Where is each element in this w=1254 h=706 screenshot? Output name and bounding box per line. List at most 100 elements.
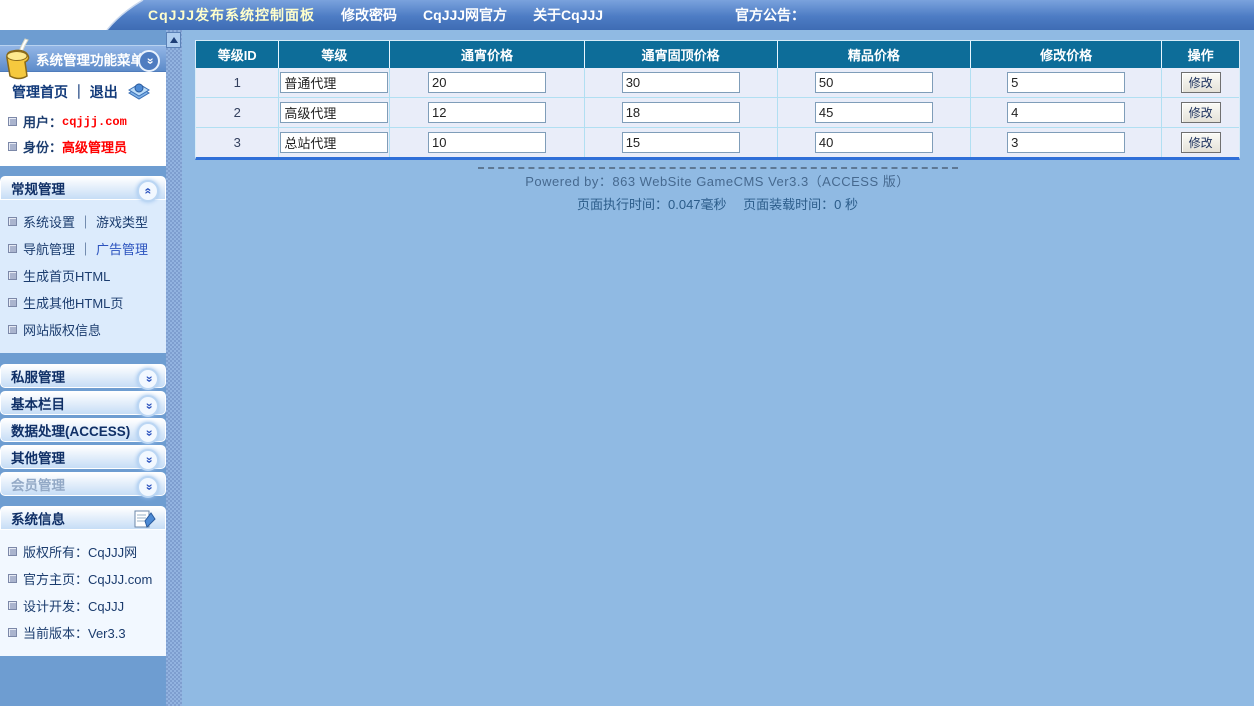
page-timing-text: 页面执行时间：0.047毫秒 页面装载时间：0 秒 [577, 197, 858, 212]
powered-by-text: Powered by：863 WebSite GameCMS Ver3.3（AC… [525, 174, 910, 189]
announcement-label: 官方公告： [735, 7, 805, 23]
chevron-down-icon[interactable]: « [138, 50, 160, 72]
modify-price-input[interactable] [1007, 132, 1126, 153]
designed-by-text: 设计开发：CqJJJ [23, 599, 125, 614]
modify-button[interactable]: 修改 [1180, 132, 1221, 153]
home-separator: ｜ [71, 84, 86, 100]
game-type-link[interactable]: 游戏类型 [96, 215, 149, 230]
section-title: 其他管理 [11, 451, 65, 466]
sidebar-item-generate-home: 生成首页HTML [8, 262, 166, 289]
general-item-list: 系统设置 ｜ 游戏类型 导航管理 ｜ 广告管理 生成首页HTML 生成其他HTM… [0, 200, 166, 353]
sidebar-item-nav-ad: 导航管理 ｜ 广告管理 [8, 235, 166, 262]
section-title: 常规管理 [11, 182, 65, 197]
copyright-owner-text: 版权所有：CqJJJ网 [23, 545, 138, 560]
generate-other-html-link[interactable]: 生成其他HTML页 [23, 296, 124, 311]
topbar: CqJJJ发布系统控制面板 修改密码 CqJJJ网官方 关于CqJJJ 官方公告… [0, 0, 1254, 31]
home-row: 管理首页 ｜ 退出 [6, 77, 160, 109]
bullet-icon [8, 271, 17, 280]
sidebar-section-general[interactable]: 常规管理 « [0, 176, 166, 202]
sysinfo-item: 版权所有：CqJJJ网 [8, 538, 166, 565]
table-header-row: 等级ID 等级 通宵价格 通宵固顶价格 精品价格 修改价格 操作 [196, 41, 1239, 68]
sidebar: 系统管理功能菜单 « 管理首页 ｜ 退出 用户： cqjjj.com 身份： 高… [0, 30, 166, 706]
dashed-divider [477, 167, 958, 169]
logo-swoosh [0, 0, 144, 30]
scroll-up-button[interactable] [166, 32, 181, 48]
overnight-price-input[interactable] [427, 102, 546, 123]
col-header-premium-price: 精品价格 [776, 41, 971, 68]
table-row: 1 修改 [196, 68, 1239, 97]
topbar-official-site[interactable]: CqJJJ网官方 [423, 7, 508, 23]
main-content: 等级ID 等级 通宵价格 通宵固顶价格 精品价格 修改价格 操作 1 修改 2 [182, 30, 1254, 706]
overnight-price-input[interactable] [427, 132, 546, 153]
bullet-icon [8, 244, 17, 253]
table-row: 3 修改 [196, 127, 1239, 157]
agent-price-table: 等级ID 等级 通宵价格 通宵固顶价格 精品价格 修改价格 操作 1 修改 2 [195, 40, 1240, 160]
grade-name-input[interactable] [280, 102, 389, 123]
sidebar-section-sysinfo[interactable]: 系统信息 [0, 506, 166, 530]
sidebar-menu-title: 系统管理功能菜单 [36, 52, 144, 68]
sidebar-section-other[interactable]: 其他管理 « [0, 445, 166, 471]
system-settings-link[interactable]: 系统设置 [23, 215, 76, 230]
chevron-down-icon[interactable]: « [137, 476, 159, 498]
bullet-icon [8, 325, 17, 334]
generate-home-html-link[interactable]: 生成首页HTML [23, 269, 111, 284]
overnight-price-input[interactable] [427, 72, 546, 93]
modify-price-input[interactable] [1007, 72, 1126, 93]
bullet-icon [8, 217, 17, 226]
overnight-pinned-price-input[interactable] [621, 102, 740, 123]
chevron-down-icon[interactable]: « [137, 368, 159, 390]
grade-id-cell: 3 [196, 127, 279, 157]
sidebar-section-data-access[interactable]: 数据处理(ACCESS) « [0, 418, 166, 444]
grade-name-input[interactable] [280, 132, 389, 153]
modify-price-input[interactable] [1007, 102, 1126, 123]
topbar-change-password[interactable]: 修改密码 [341, 7, 398, 23]
grade-name-input[interactable] [280, 72, 389, 93]
sidebar-scrollbar-track[interactable] [166, 30, 182, 706]
premium-price-input[interactable] [814, 132, 933, 153]
official-homepage-text: 官方主页：CqJJJ.com [23, 572, 153, 587]
col-header-overnight-price: 通宵价格 [389, 41, 584, 68]
footer: Powered by：863 WebSite GameCMS Ver3.3（AC… [195, 167, 1240, 213]
sysinfo-item: 设计开发：CqJJJ [8, 592, 166, 619]
sidebar-section-basic-columns[interactable]: 基本栏目 « [0, 391, 166, 417]
sysinfo-item: 官方主页：CqJJJ.com [8, 565, 166, 592]
scroll-up-arrow-icon [169, 37, 178, 43]
section-title: 数据处理(ACCESS) [11, 424, 131, 439]
app-title[interactable]: CqJJJ发布系统控制面板 [148, 7, 316, 23]
sidebar-section-members[interactable]: 会员管理 « [0, 472, 166, 498]
user-row: 用户： cqjjj.com [6, 109, 160, 134]
overnight-pinned-price-input[interactable] [621, 72, 740, 93]
chevron-up-icon[interactable]: « [137, 180, 159, 202]
bullet-icon [8, 547, 17, 556]
sidebar-section-private-server[interactable]: 私服管理 « [0, 364, 166, 390]
modify-button[interactable]: 修改 [1180, 102, 1221, 123]
chevron-down-icon[interactable]: « [137, 395, 159, 417]
grade-id-cell: 2 [196, 97, 279, 127]
topbar-about[interactable]: 关于CqJJJ [533, 7, 604, 23]
ad-manage-link[interactable]: 广告管理 [96, 242, 149, 257]
premium-price-input[interactable] [814, 72, 933, 93]
chevron-down-icon[interactable]: « [137, 449, 159, 471]
section-title: 私服管理 [11, 370, 65, 385]
role-value: 高级管理员 [62, 140, 128, 155]
section-title: 会员管理 [11, 478, 65, 493]
logout-link[interactable]: 退出 [89, 84, 118, 100]
col-header-action: 操作 [1161, 41, 1239, 68]
role-row: 身份： 高级管理员 [6, 134, 160, 159]
bullet-icon [8, 628, 17, 637]
menu-logo-icon [6, 38, 30, 80]
site-copyright-link[interactable]: 网站版权信息 [23, 323, 102, 338]
sysinfo-item-list: 版权所有：CqJJJ网 官方主页：CqJJJ.com 设计开发：CqJJJ 当前… [0, 530, 166, 656]
col-header-modify-price: 修改价格 [970, 41, 1162, 68]
grade-id-cell: 1 [196, 68, 279, 97]
col-header-grade-id: 等级ID [196, 41, 279, 68]
overnight-pinned-price-input[interactable] [621, 132, 740, 153]
notes-icon [134, 510, 156, 528]
premium-price-input[interactable] [814, 102, 933, 123]
sidebar-item-generate-other: 生成其他HTML页 [8, 289, 166, 316]
admin-home-link[interactable]: 管理首页 [12, 84, 68, 100]
sidebar-menu-header[interactable]: 系统管理功能菜单 « [0, 38, 166, 80]
modify-button[interactable]: 修改 [1180, 72, 1221, 93]
nav-manage-link[interactable]: 导航管理 [23, 242, 76, 257]
chevron-down-icon[interactable]: « [137, 422, 159, 444]
